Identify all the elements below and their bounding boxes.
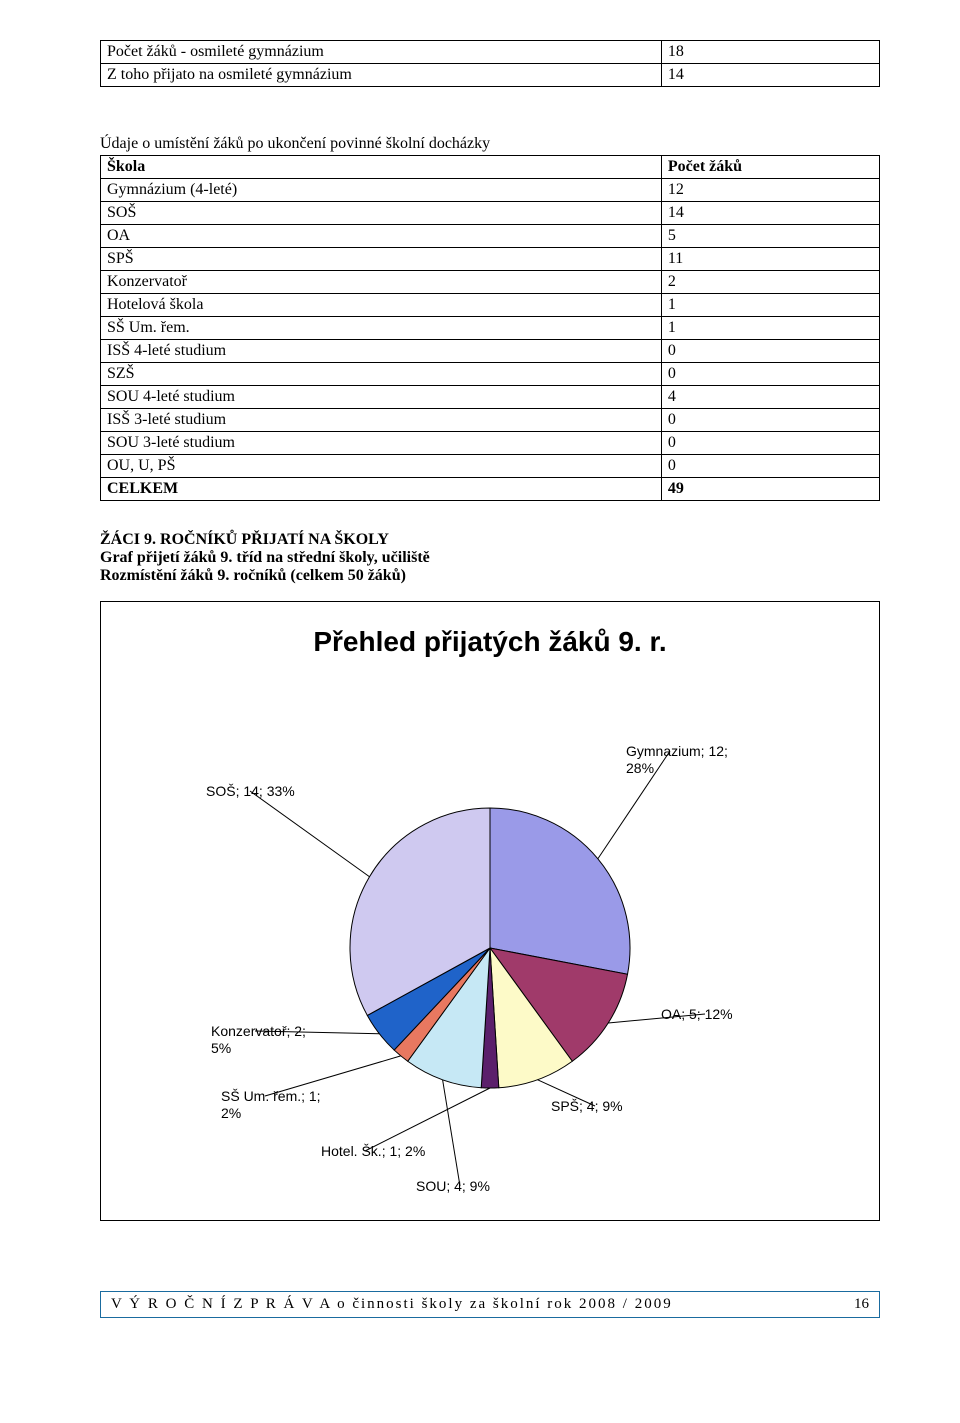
table-row: Gymnázium (4-leté)12: [101, 179, 880, 202]
pie-slice-label: Konzervatoř; 2; 5%: [211, 1023, 306, 1057]
cell: SOŠ: [101, 202, 662, 225]
cell: 0: [661, 432, 879, 455]
leader-line: [365, 1088, 490, 1151]
table-row: SOU 4-leté studium4: [101, 386, 880, 409]
page-number: 16: [854, 1296, 869, 1313]
cell: 11: [661, 248, 879, 271]
cell: 0: [661, 363, 879, 386]
table-row: SOŠ14: [101, 202, 880, 225]
pie-slice-label: SPŠ; 4; 9%: [551, 1098, 623, 1115]
cell: SŠ Um. řem.: [101, 317, 662, 340]
cell: OA: [101, 225, 662, 248]
cell: 0: [661, 340, 879, 363]
pie-chart-container: Přehled přijatých žáků 9. r. Gymnazium; …: [100, 601, 880, 1221]
cell: OU, U, PŠ: [101, 455, 662, 478]
cell: Počet žáků - osmileté gymnázium: [101, 41, 662, 64]
pie-slice-label: Hotel. Šk.; 1; 2%: [321, 1143, 425, 1160]
table-row: OA5: [101, 225, 880, 248]
cell: ISŠ 4-leté studium: [101, 340, 662, 363]
pie-slice-label: SŠ Um. řem.; 1; 2%: [221, 1088, 321, 1122]
table-row: SOU 3-leté studium0: [101, 432, 880, 455]
cell: 5: [661, 225, 879, 248]
table-row: Hotelová škola1: [101, 294, 880, 317]
table-row: ISŠ 3-leté studium0: [101, 409, 880, 432]
cell: 2: [661, 271, 879, 294]
cell: Hotelová škola: [101, 294, 662, 317]
table-row: CELKEM49: [101, 478, 880, 501]
cell: CELKEM: [101, 478, 662, 501]
chart-area: Gymnazium; 12; 28% OA; 5; 12% SPŠ; 4; 9% Ho…: [121, 688, 859, 1188]
cell: 1: [661, 294, 879, 317]
cell: 4: [661, 386, 879, 409]
caption-line: Graf přijetí žáků 9. tříd na střední ško…: [100, 549, 880, 567]
leader-line: [443, 1080, 460, 1186]
pie-slice-label: SOŠ; 14; 33%: [206, 783, 295, 800]
cell: 18: [661, 41, 879, 64]
caption-line: Rozmístění žáků 9. ročníků (celkem 50 žá…: [100, 567, 880, 585]
caption-line-bold: ŽÁCI 9. ROČNÍKŮ PŘIJATÍ NA ŠKOLY: [100, 531, 880, 549]
cell: SPŠ: [101, 248, 662, 271]
cell: 0: [661, 409, 879, 432]
chart-caption-block: ŽÁCI 9. ROČNÍKŮ PŘIJATÍ NA ŠKOLY Graf př…: [100, 531, 880, 585]
cell: 49: [661, 478, 879, 501]
cell: SOU 4-leté studium: [101, 386, 662, 409]
table-row: ISŠ 4-leté studium0: [101, 340, 880, 363]
cell: Konzervatoř: [101, 271, 662, 294]
table-row: SPŠ11: [101, 248, 880, 271]
footer-text: V Ý R O Č N Í Z P R Á V A o činnosti ško…: [111, 1296, 673, 1313]
cell: Gymnázium (4-leté): [101, 179, 662, 202]
table-umisteni-zaku: Škola Počet žáků Gymnázium (4-leté)12SOŠ…: [100, 155, 880, 501]
column-header: Škola: [101, 156, 662, 179]
chart-title: Přehled přijatých žáků 9. r.: [121, 626, 859, 658]
page-footer: V Ý R O Č N Í Z P R Á V A o činnosti ško…: [100, 1291, 880, 1318]
column-header: Počet žáků: [661, 156, 879, 179]
cell: Z toho přijato na osmileté gymnázium: [101, 64, 662, 87]
table-header-row: Škola Počet žáků: [101, 156, 880, 179]
pie-slice-label: OA; 5; 12%: [661, 1006, 733, 1023]
table-row: SZŠ0: [101, 363, 880, 386]
cell: 1: [661, 317, 879, 340]
table-row: Z toho přijato na osmileté gymnázium 14: [101, 64, 880, 87]
table-osmilete-gymnazium: Počet žáků - osmileté gymnázium 18 Z toh…: [100, 40, 880, 87]
cell: 14: [661, 64, 879, 87]
leader-line: [250, 791, 369, 877]
pie-slice: [490, 808, 630, 974]
table-row: OU, U, PŠ0: [101, 455, 880, 478]
pie-chart-svg: [130, 688, 850, 1208]
pie-slice-label: Gymnazium; 12; 28%: [626, 743, 728, 777]
cell: SOU 3-leté studium: [101, 432, 662, 455]
cell: 14: [661, 202, 879, 225]
table-row: Konzervatoř2: [101, 271, 880, 294]
table-row: SŠ Um. řem.1: [101, 317, 880, 340]
cell: SZŠ: [101, 363, 662, 386]
cell: ISŠ 3-leté studium: [101, 409, 662, 432]
pie-slice-label: SOU; 4; 9%: [416, 1178, 490, 1195]
cell: 12: [661, 179, 879, 202]
cell: 0: [661, 455, 879, 478]
section-heading: Údaje o umístění žáků po ukončení povinn…: [100, 135, 880, 153]
table-row: Počet žáků - osmileté gymnázium 18: [101, 41, 880, 64]
